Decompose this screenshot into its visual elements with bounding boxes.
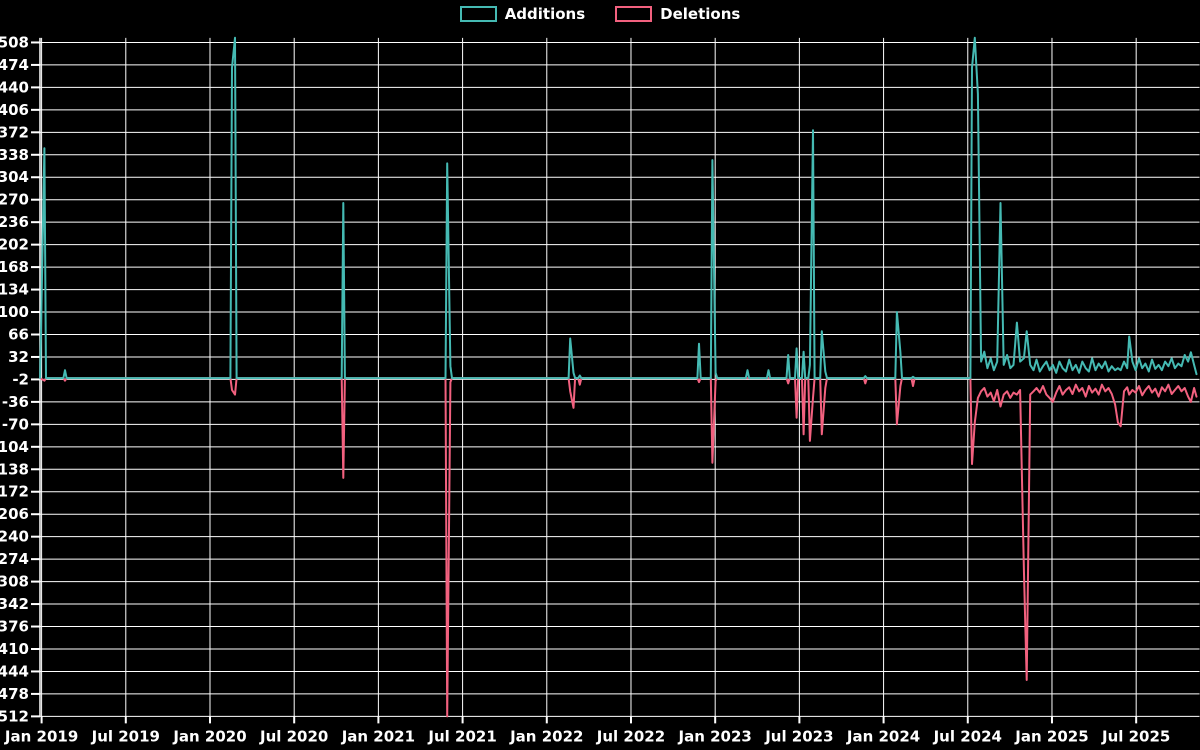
x-tick-label: Jan 2021 (341, 727, 415, 745)
additions-line (39, 36, 1198, 380)
legend-item-deletions[interactable]: Deletions (615, 6, 740, 22)
x-tick-label: Jul 2025 (1101, 727, 1170, 745)
additions-swatch (459, 6, 497, 22)
y-tick-label: 236 (0, 213, 29, 231)
y-tick-label: 270 (0, 191, 29, 209)
x-tick-label: Jan 2025 (1014, 727, 1088, 745)
y-tick-label: -240 (0, 528, 29, 546)
y-tick-label: 32 (8, 348, 29, 366)
deletions-line (39, 377, 1198, 718)
x-tick-label: Jan 2023 (678, 727, 752, 745)
y-tick-label: -478 (0, 685, 29, 703)
x-tick-label: Jan 2020 (172, 727, 246, 745)
x-tick-label: Jan 2022 (509, 727, 583, 745)
x-tick-label: Jul 2021 (427, 727, 496, 745)
legend-item-additions[interactable]: Additions (459, 4, 586, 23)
y-tick-label: -274 (0, 550, 29, 568)
y-tick-label: -410 (0, 640, 29, 658)
x-tick-label: Jan 2024 (846, 727, 920, 745)
y-tick-label: 440 (0, 78, 29, 96)
y-tick-label: 202 (0, 236, 29, 254)
x-tick-label: Jul 2022 (596, 727, 665, 745)
y-tick-label: 508 (0, 33, 29, 51)
y-tick-label: -172 (0, 483, 29, 501)
y-tick-label: -138 (0, 460, 29, 478)
y-tick-label: -444 (0, 662, 29, 680)
y-tick-label: -2 (12, 370, 29, 388)
y-tick-label: -206 (0, 505, 29, 523)
y-tick-label: 304 (0, 168, 29, 186)
y-tick-label: 100 (0, 303, 29, 321)
y-tick-label: 406 (0, 101, 29, 119)
legend-label-deletions: Deletions (660, 4, 741, 23)
deletions-swatch (615, 6, 653, 22)
y-tick-label: 474 (0, 56, 29, 74)
x-tick-label: Jul 2023 (764, 727, 833, 745)
x-tick-label: Jul 2019 (91, 727, 160, 745)
y-tick-label: -342 (0, 595, 29, 613)
x-tick-label: Jan 2019 (4, 727, 78, 745)
y-tick-label: -70 (2, 415, 29, 433)
y-tick-label: 168 (0, 258, 29, 276)
y-tick-label: -512 (0, 707, 29, 725)
y-tick-label: 372 (0, 123, 29, 141)
y-tick-label: -308 (0, 573, 29, 591)
x-tick-label: Jul 2020 (259, 727, 328, 745)
legend: Additions Deletions (0, 6, 1200, 22)
y-tick-label: 66 (8, 325, 29, 343)
y-tick-label: 338 (0, 146, 29, 164)
y-tick-label: -376 (0, 618, 29, 636)
x-tick-label: Jul 2024 (933, 727, 1002, 745)
legend-label-additions: Additions (504, 4, 586, 23)
y-tick-label: 134 (0, 281, 29, 299)
y-tick-label: -104 (0, 438, 29, 456)
y-tick-label: -36 (2, 393, 29, 411)
